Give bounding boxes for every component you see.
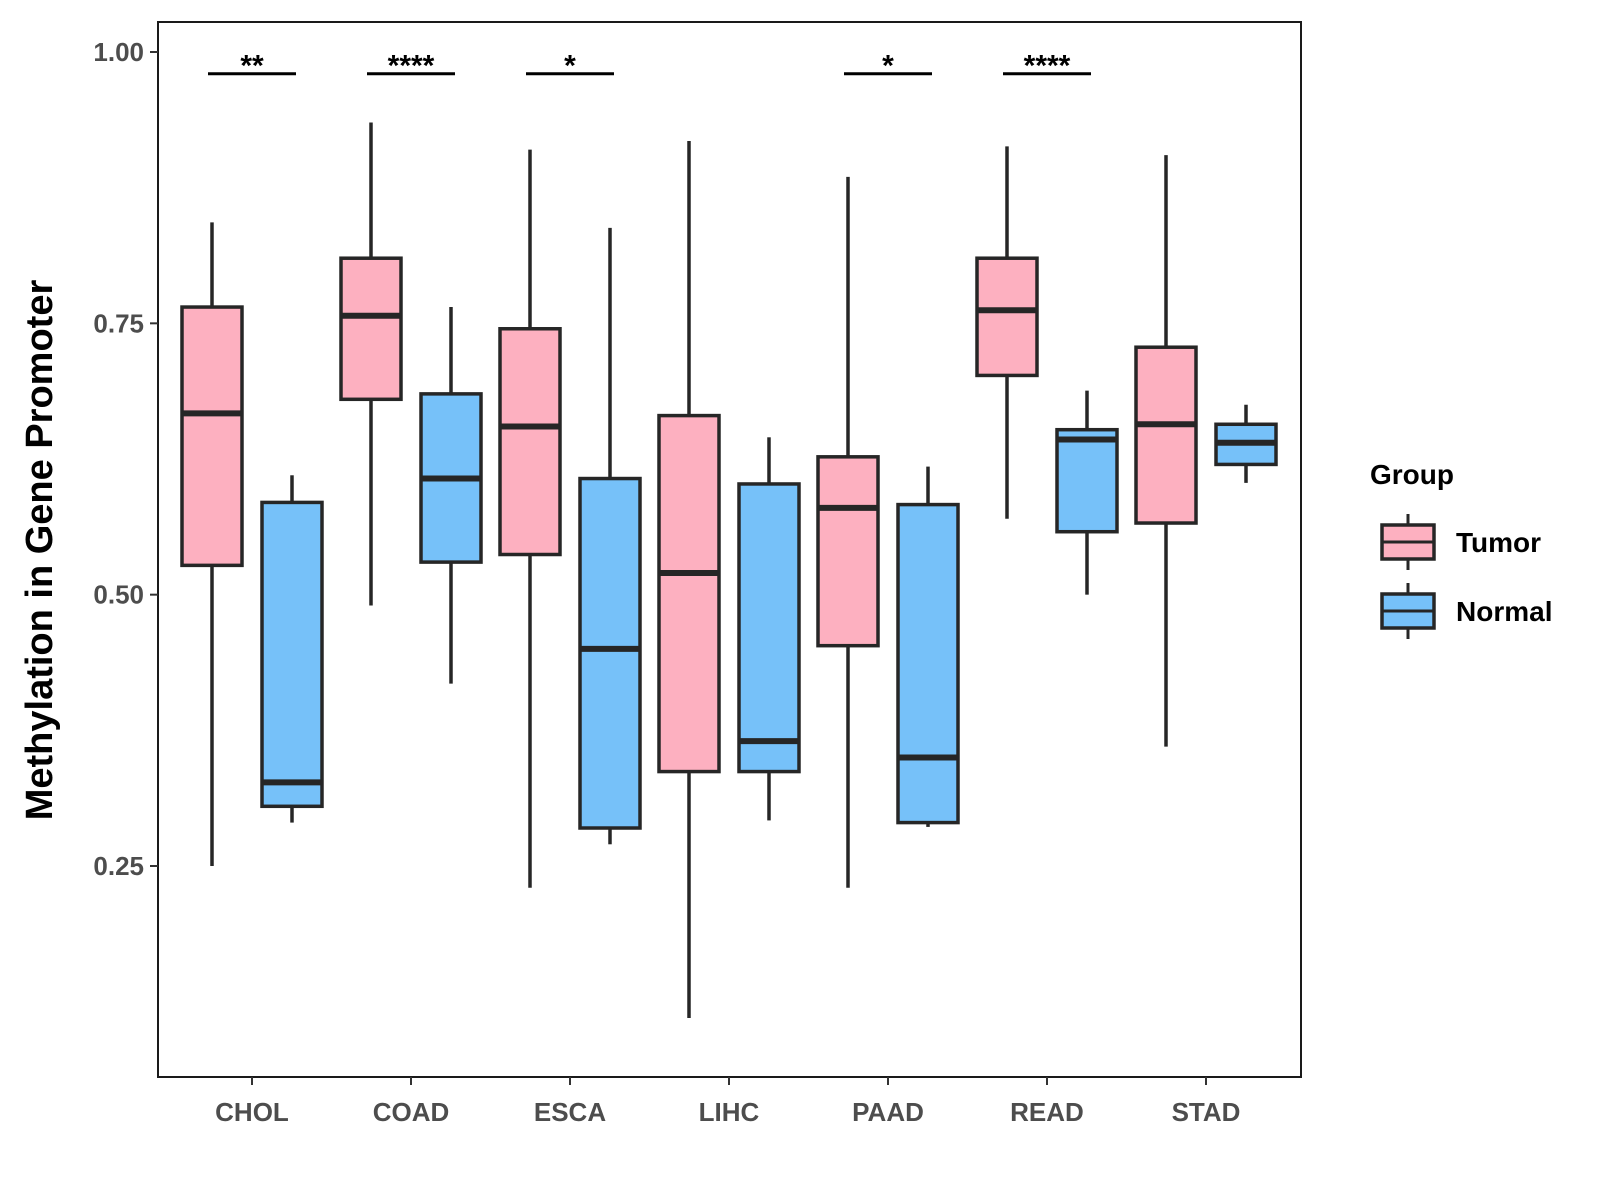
box-iqr (498, 327, 562, 557)
box-tumor-lihc (657, 140, 721, 1018)
x-tick-label: LIHC (699, 1097, 760, 1127)
significance-annotations: ** **** * * **** (208, 50, 1091, 83)
legend-label: Tumor (1456, 527, 1541, 558)
y-axis-title: Methylation in Gene Promoter (19, 280, 61, 821)
x-axis: CHOL COAD ESCA LIHC PAAD READ STAD (215, 1077, 1240, 1127)
y-tick-label: 1.00 (93, 37, 144, 67)
box-iqr (339, 256, 403, 402)
legend-item-normal: Normal (1380, 583, 1552, 639)
x-tick-label: COAD (373, 1097, 450, 1127)
x-tick-label: STAD (1172, 1097, 1241, 1127)
significance-label: **** (1024, 50, 1071, 83)
legend: Group Tumor Normal (1370, 459, 1552, 639)
y-tick-label: 0.50 (93, 580, 144, 610)
y-axis: 0.25 0.50 0.75 1.00 (93, 37, 158, 881)
box-iqr (657, 413, 721, 774)
box-tumor-read (975, 146, 1039, 519)
box-tumor-chol (180, 222, 244, 866)
box-iqr (975, 256, 1039, 378)
box-iqr (1134, 345, 1198, 525)
box-normal-paad (896, 466, 960, 827)
box-iqr (180, 305, 244, 568)
box-tumor-paad (816, 176, 880, 888)
box-normal-lihc (737, 437, 801, 821)
box-iqr (816, 455, 880, 648)
box-iqr (578, 476, 642, 830)
x-tick-label: READ (1010, 1097, 1084, 1127)
box-iqr (1055, 427, 1119, 534)
y-tick-label: 0.75 (93, 308, 144, 338)
boxes-layer (180, 122, 1278, 1018)
legend-title: Group (1370, 459, 1454, 490)
x-tick-label: ESCA (534, 1097, 606, 1127)
box-tumor-coad (339, 122, 403, 606)
significance-label: ** (240, 50, 264, 83)
x-tick-label: PAAD (852, 1097, 924, 1127)
significance-label: * (882, 50, 894, 83)
significance-label: **** (388, 50, 435, 83)
box-tumor-esca (498, 149, 562, 888)
box-iqr (896, 502, 960, 825)
box-normal-esca (578, 227, 642, 845)
y-tick-label: 0.25 (93, 851, 144, 881)
box-normal-chol (260, 475, 324, 823)
box-iqr (260, 500, 324, 809)
plot-panel (157, 21, 1302, 1078)
legend-label: Normal (1456, 596, 1552, 627)
box-iqr (737, 482, 801, 774)
significance-label: * (564, 50, 576, 83)
box-tumor-stad (1134, 155, 1198, 747)
box-normal-coad (419, 307, 483, 684)
legend-item-tumor: Tumor (1380, 514, 1541, 570)
box-normal-stad (1214, 404, 1278, 483)
x-tick-label: CHOL (215, 1097, 289, 1127)
box-normal-read (1055, 390, 1119, 595)
